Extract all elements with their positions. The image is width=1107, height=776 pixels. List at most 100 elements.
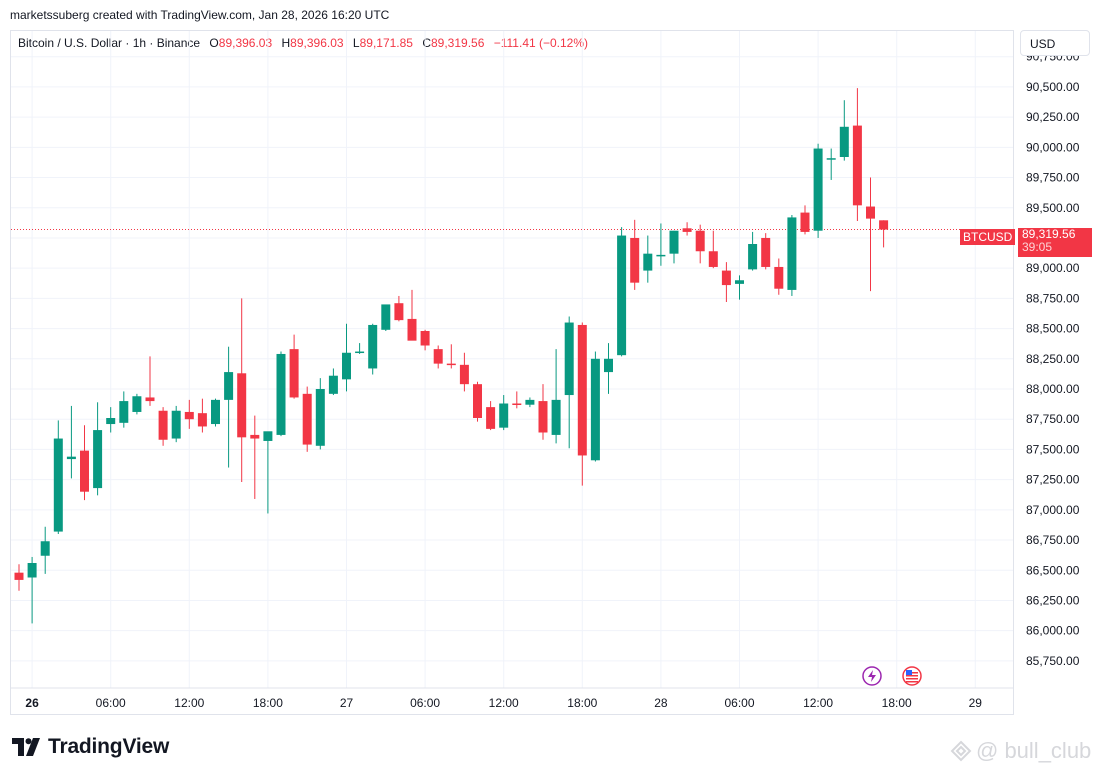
candle-body bbox=[237, 373, 247, 438]
x-tick-label: 06:00 bbox=[724, 696, 754, 710]
candle-body bbox=[40, 541, 50, 556]
x-tick-label: 29 bbox=[969, 696, 983, 710]
candle-body bbox=[512, 403, 522, 405]
candle-body bbox=[695, 230, 705, 252]
high-value: 89,396.03 bbox=[290, 36, 344, 50]
candle-body bbox=[656, 254, 666, 257]
candle-body bbox=[368, 324, 378, 369]
candle-body bbox=[250, 434, 260, 439]
last-price-value: 89,319.56 bbox=[1022, 227, 1076, 241]
candle-body bbox=[381, 304, 391, 330]
x-tick-label: 18:00 bbox=[567, 696, 597, 710]
lightning-event-icon bbox=[862, 666, 882, 686]
candle-body bbox=[184, 411, 194, 420]
candle-body bbox=[132, 396, 142, 412]
candle-body bbox=[211, 399, 220, 425]
candle-body bbox=[617, 235, 627, 356]
y-tick-label: 87,000.00 bbox=[1026, 503, 1080, 517]
x-tick-label: 18:00 bbox=[253, 696, 283, 710]
candle-body bbox=[551, 399, 561, 435]
candle-body bbox=[80, 450, 89, 492]
y-tick-label: 88,000.00 bbox=[1026, 382, 1080, 396]
candle-body bbox=[839, 126, 849, 157]
x-tick-label: 26 bbox=[25, 696, 39, 710]
open-label: O bbox=[209, 36, 219, 50]
x-tick-label: 12:00 bbox=[174, 696, 204, 710]
candle-body bbox=[158, 410, 168, 440]
candle-body bbox=[473, 384, 482, 418]
candle-body bbox=[774, 266, 784, 289]
bar-countdown: 39:05 bbox=[1022, 240, 1053, 254]
y-tick-label: 86,750.00 bbox=[1026, 533, 1080, 547]
candle-body bbox=[761, 237, 771, 267]
x-tick-label: 12:00 bbox=[489, 696, 519, 710]
ohlc-legend: Bitcoin / U.S. Dollar · 1h · Binance O89… bbox=[18, 36, 588, 50]
candle-body bbox=[315, 389, 325, 446]
candle-body bbox=[342, 352, 351, 380]
x-tick-label: 18:00 bbox=[882, 696, 912, 710]
candle-body bbox=[66, 456, 76, 460]
candle-body bbox=[433, 349, 443, 364]
y-tick-label: 89,750.00 bbox=[1026, 171, 1080, 185]
candle-body bbox=[197, 413, 207, 427]
candle-body bbox=[420, 331, 430, 346]
candle-body bbox=[787, 217, 797, 290]
watermark-text: @ bull_club bbox=[976, 738, 1092, 763]
x-tick-label: 06:00 bbox=[96, 696, 126, 710]
open-value: 89,396.03 bbox=[218, 36, 273, 50]
candle-body bbox=[394, 303, 404, 321]
candle-body bbox=[800, 212, 810, 232]
y-tick-label: 88,250.00 bbox=[1026, 352, 1080, 366]
candle-body bbox=[630, 237, 640, 283]
x-tick-label: 27 bbox=[340, 696, 354, 710]
candle-body bbox=[879, 220, 889, 230]
y-tick-label: 86,000.00 bbox=[1026, 624, 1080, 638]
candle-body bbox=[604, 358, 613, 373]
tradingview-logo-icon bbox=[12, 738, 40, 756]
high-label: H bbox=[281, 36, 291, 50]
y-tick-label: 89,500.00 bbox=[1026, 201, 1080, 215]
candle-body bbox=[708, 251, 718, 267]
close-label: C bbox=[422, 36, 431, 50]
candle-body bbox=[27, 563, 37, 578]
y-tick-label: 88,500.00 bbox=[1026, 322, 1080, 336]
symbol-title: Bitcoin / U.S. Dollar · 1h · Binance bbox=[18, 36, 201, 50]
y-tick-label: 90,000.00 bbox=[1026, 140, 1080, 154]
candle-body bbox=[538, 401, 548, 433]
candle-body bbox=[564, 322, 574, 396]
y-tick-label: 85,750.00 bbox=[1026, 654, 1080, 668]
candle-body bbox=[328, 375, 338, 394]
tradingview-logo[interactable]: TradingView bbox=[12, 734, 169, 760]
candle-body bbox=[355, 351, 365, 354]
candle-body bbox=[813, 148, 823, 231]
candle-body bbox=[93, 430, 103, 489]
candle-body bbox=[669, 230, 679, 254]
candle-body bbox=[446, 363, 456, 366]
candle-body bbox=[224, 372, 234, 400]
y-tick-label: 87,500.00 bbox=[1026, 442, 1080, 456]
y-tick-label: 86,500.00 bbox=[1026, 563, 1080, 577]
candle-body bbox=[643, 253, 653, 271]
candle-body bbox=[119, 401, 129, 423]
candle-body bbox=[53, 438, 63, 532]
candle-body bbox=[106, 418, 116, 425]
x-tick-label: 12:00 bbox=[803, 696, 833, 710]
y-tick-label: 87,750.00 bbox=[1026, 412, 1080, 426]
candle-body bbox=[525, 399, 535, 405]
us-flag-event-icon bbox=[902, 666, 922, 686]
symbol-price-tag: BTCUSD bbox=[960, 229, 1016, 245]
candle-body bbox=[289, 349, 299, 398]
candle-body bbox=[302, 393, 312, 445]
candle-body bbox=[866, 206, 875, 219]
currency-button[interactable]: USD bbox=[1020, 30, 1090, 56]
y-tick-label: 90,250.00 bbox=[1026, 110, 1080, 124]
candle-body bbox=[276, 353, 286, 435]
candle-body bbox=[407, 318, 417, 341]
low-label: L bbox=[352, 36, 360, 50]
watermark-diamond-icon bbox=[950, 740, 972, 762]
x-tick-label: 06:00 bbox=[410, 696, 440, 710]
candle-body bbox=[826, 158, 836, 160]
y-tick-label: 86,250.00 bbox=[1026, 593, 1080, 607]
candle-body bbox=[852, 125, 862, 206]
candle-body bbox=[577, 324, 587, 456]
